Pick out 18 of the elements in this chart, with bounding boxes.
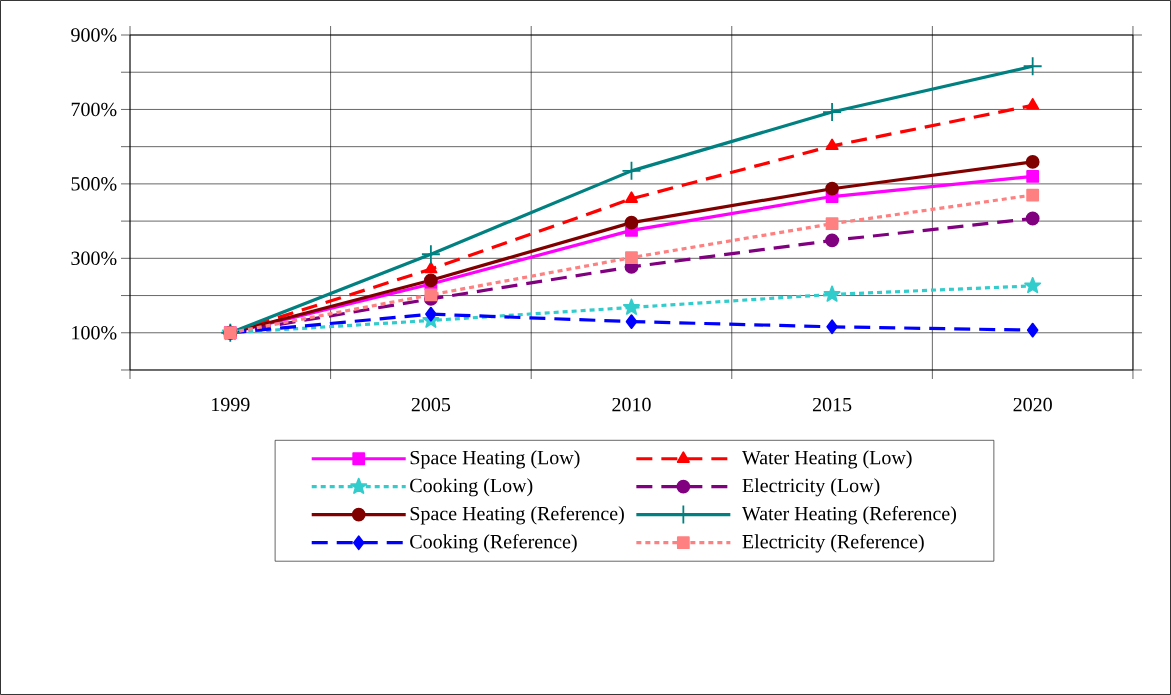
- legend-label: Space Heating (Reference): [410, 506, 624, 525]
- y-tick-label: 100%: [72, 325, 117, 340]
- legend-label: Cooking (Low): [410, 478, 533, 497]
- y-tick-label: 900%: [71, 28, 117, 42]
- y-tick-label: 700%: [71, 102, 117, 117]
- legend-label: Space Heating (Low): [410, 450, 580, 469]
- y-tick-label: 500%: [71, 177, 117, 191]
- x-tick-label: 2005: [411, 397, 451, 412]
- x-tick-label: 1999: [212, 397, 250, 412]
- x-tick-label: 2010: [612, 397, 651, 412]
- y-tick-label: 300%: [71, 251, 117, 266]
- legend-label: Water Heating (Reference): [741, 506, 957, 525]
- x-tick-label: 2015: [812, 397, 852, 412]
- legend-label: Electricity (Reference): [742, 534, 924, 553]
- x-tick-label: 2020: [1013, 397, 1052, 412]
- legend-label: Cooking (Reference): [410, 534, 577, 553]
- legend-label: Electricity (Low): [742, 478, 880, 497]
- legend-label: Water Heating (Low): [741, 450, 912, 469]
